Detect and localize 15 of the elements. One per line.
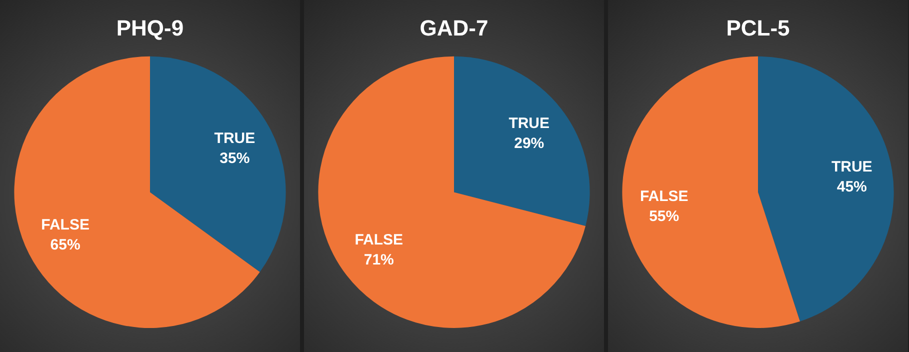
data-label: 29% bbox=[514, 135, 544, 152]
slice-label: FALSE bbox=[354, 232, 404, 249]
data-label: 35% bbox=[220, 150, 250, 168]
slice-label: TRUE bbox=[831, 158, 872, 176]
slice-label: TRUE bbox=[214, 130, 256, 148]
data-label: 71% bbox=[364, 252, 394, 269]
chart-title: GAD-7 bbox=[420, 15, 488, 40]
data-label: 45% bbox=[836, 178, 867, 196]
slice-label: TRUE bbox=[508, 115, 550, 132]
chart-title: PHQ-9 bbox=[116, 15, 184, 40]
slice-label: FALSE bbox=[640, 188, 688, 206]
data-label: 55% bbox=[649, 208, 680, 226]
slice-label: FALSE bbox=[41, 216, 90, 234]
data-label: 65% bbox=[50, 236, 80, 254]
chart-title: PCL-5 bbox=[726, 15, 790, 40]
